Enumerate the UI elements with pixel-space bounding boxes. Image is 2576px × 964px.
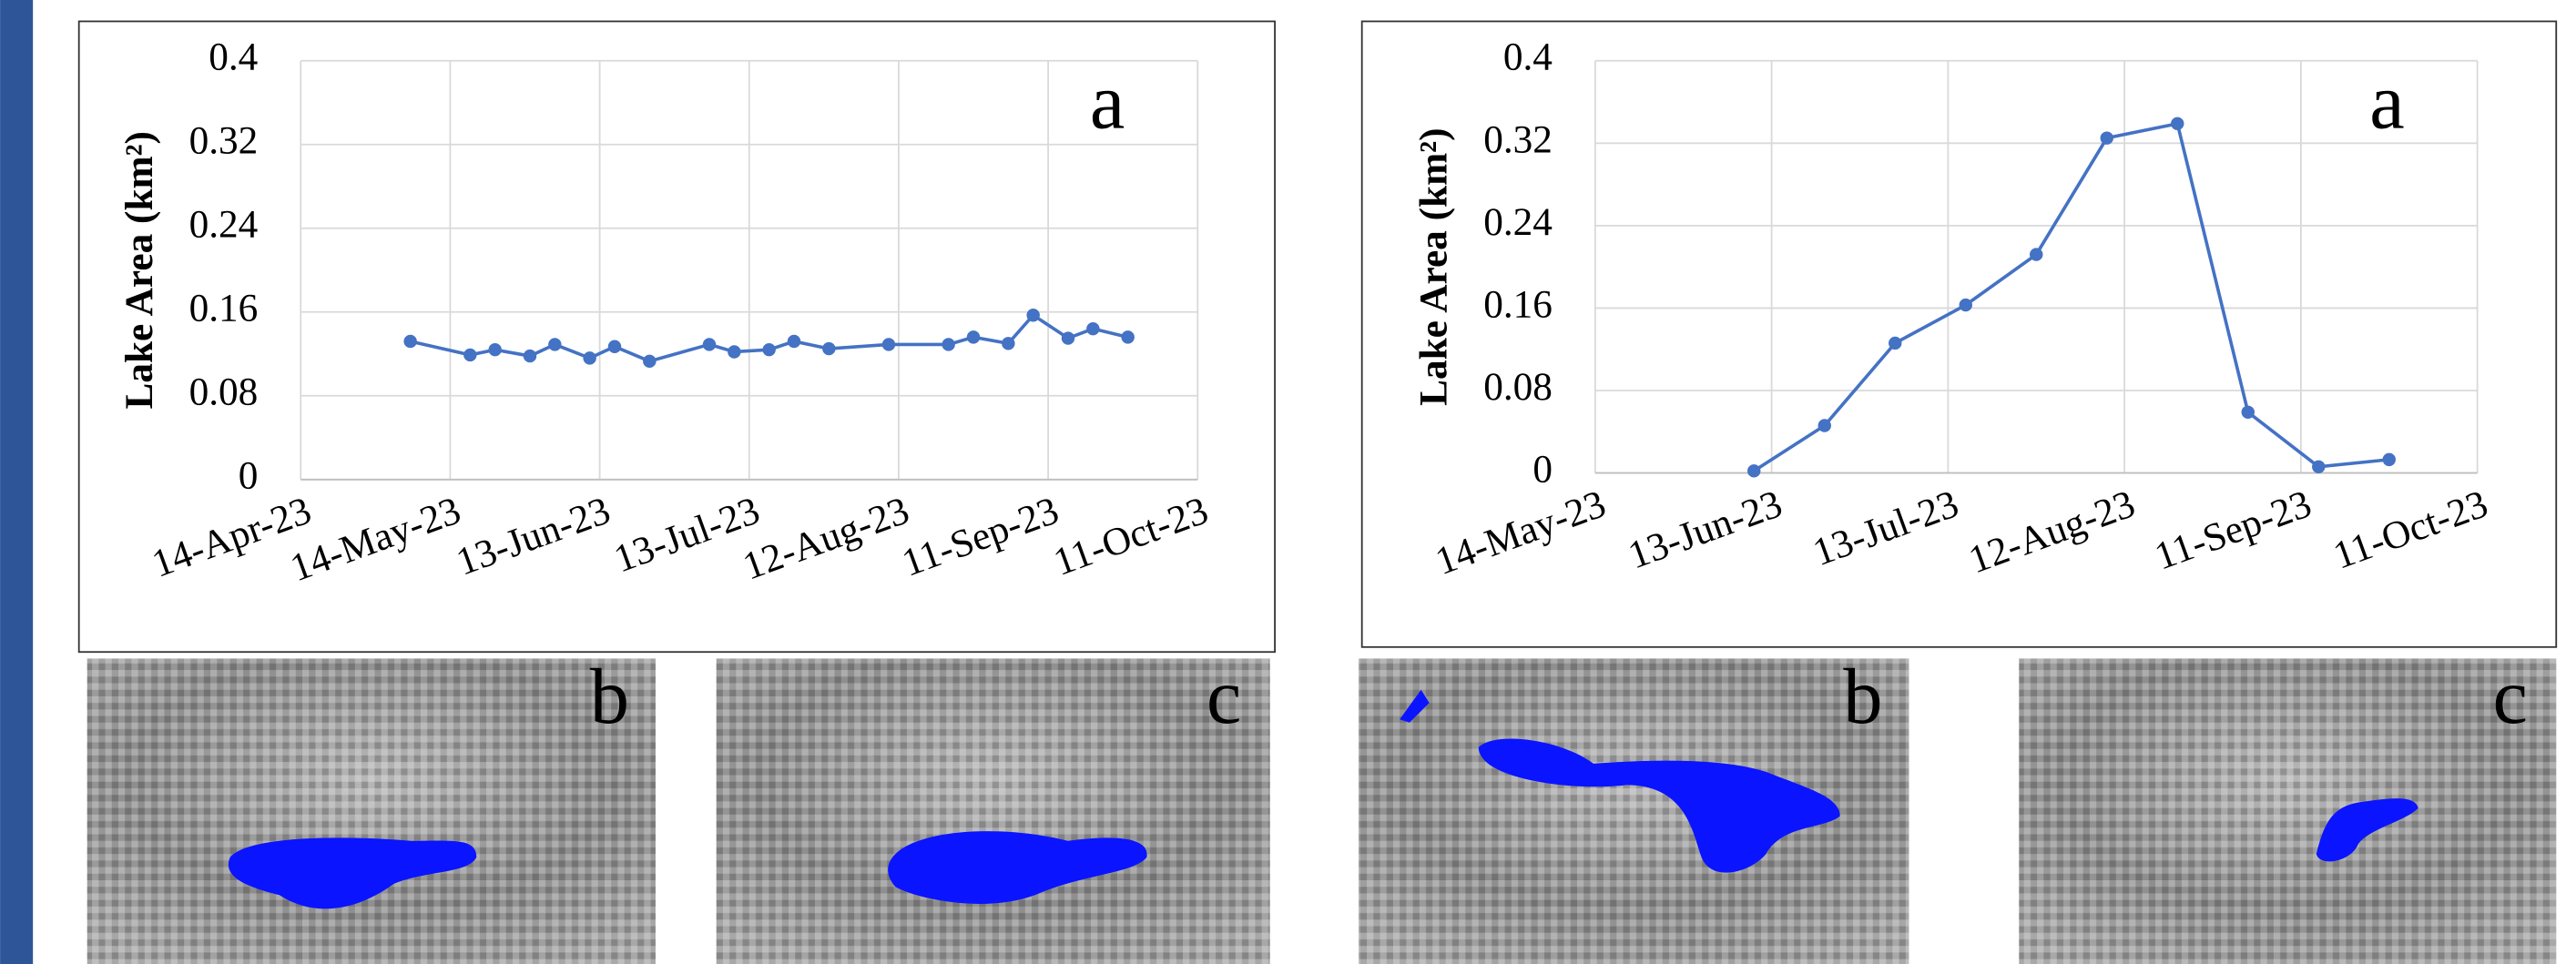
data-point — [2100, 131, 2113, 145]
data-point — [822, 341, 836, 356]
panel-label: b — [590, 653, 629, 740]
data-point — [488, 342, 502, 357]
y-axis-title: Lake Area (km²) — [1412, 127, 1456, 406]
data-point — [643, 354, 657, 369]
data-point — [1817, 419, 1831, 432]
data-point — [2241, 405, 2255, 420]
side-bar — [0, 0, 34, 964]
lake-extent — [228, 837, 477, 909]
y-tick-label: 0.4 — [1503, 36, 1553, 79]
data-point — [1747, 464, 1761, 478]
y-tick-label: 0.24 — [1483, 200, 1553, 244]
data-point — [1061, 331, 1075, 345]
data-point — [2312, 460, 2326, 474]
panel-label: a — [1090, 58, 1125, 146]
data-point — [2382, 452, 2396, 467]
y-tick-label: 0.08 — [1483, 365, 1553, 409]
data-point — [403, 334, 417, 349]
data-point — [1026, 309, 1040, 322]
data-point — [728, 345, 741, 359]
y-tick-label: 0.24 — [189, 203, 259, 247]
panel-label: b — [1843, 653, 1882, 740]
y-tick-label: 0 — [239, 454, 259, 498]
image-texture — [87, 658, 656, 964]
y-tick-label: 0.32 — [1483, 117, 1553, 161]
y-axis-title: Lake Area (km²) — [117, 131, 161, 410]
y-tick-label: 0.32 — [189, 119, 259, 163]
data-point — [1889, 336, 1902, 350]
y-tick-label: 0.4 — [209, 36, 258, 79]
image-texture — [2019, 658, 2557, 964]
series-line — [1753, 121, 2389, 472]
data-point — [966, 330, 981, 344]
data-point — [2030, 248, 2043, 261]
data-point — [1002, 337, 1015, 350]
data-point — [942, 338, 955, 351]
lake-extent — [888, 831, 1147, 904]
data-point — [607, 340, 622, 353]
y-tick-label: 0.16 — [189, 287, 259, 330]
data-point — [1086, 321, 1100, 336]
panel-label: c — [2493, 653, 2528, 740]
data-point — [702, 338, 717, 351]
data-point — [1121, 330, 1135, 344]
data-point — [881, 338, 896, 351]
y-tick-label: 0.16 — [1483, 282, 1553, 326]
image-texture — [716, 658, 1270, 964]
y-tick-label: 0.08 — [189, 370, 259, 414]
panel-label: c — [1207, 653, 1241, 740]
y-tick-label: 0 — [1532, 448, 1553, 492]
data-point — [548, 338, 562, 351]
data-point — [762, 342, 776, 357]
panel-label: a — [2369, 58, 2404, 146]
data-point — [583, 351, 596, 365]
chart-frame — [1360, 20, 2558, 648]
data-point — [463, 348, 477, 362]
data-point — [523, 349, 537, 363]
lake-extent — [1400, 689, 1840, 873]
data-point — [787, 334, 801, 349]
lake-extent — [2316, 798, 2418, 862]
data-point — [1959, 298, 1972, 312]
data-point — [2171, 117, 2184, 131]
